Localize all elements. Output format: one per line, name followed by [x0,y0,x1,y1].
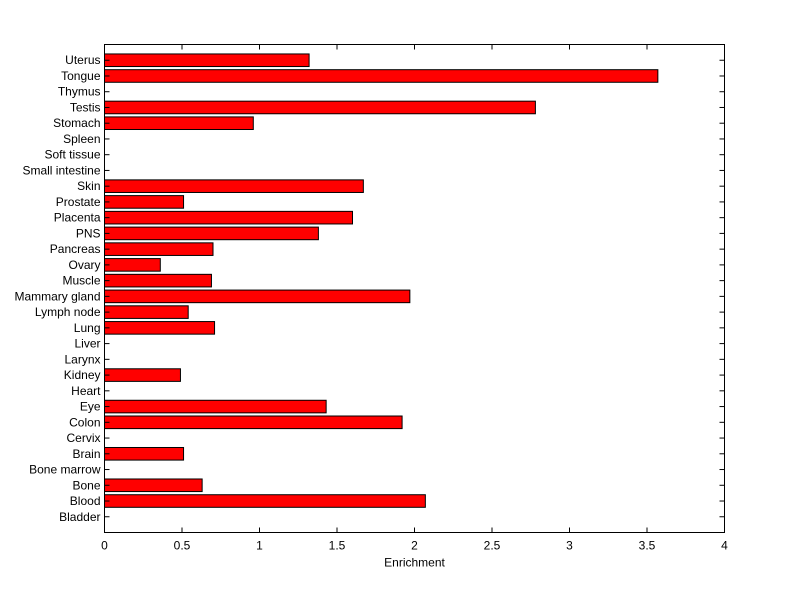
category-label-bone: Bone [72,478,100,492]
bar-pancreas [104,242,214,256]
category-label-eye: Eye [80,400,101,414]
bar-placenta [104,210,353,225]
category-label-cervix: Cervix [66,431,100,445]
bar-prostate [104,195,185,209]
category-label-placenta: Placenta [54,211,101,225]
bar-tongue [104,69,659,83]
category-label-larynx: Larynx [64,352,100,366]
category-label-liver: Liver [74,337,100,351]
bar-testis [104,100,536,115]
bar-colon [104,415,403,430]
category-label-colon: Colon [69,415,100,429]
bar-brain [104,446,185,461]
x-tick-label-6: 3 [566,539,573,553]
category-label-bladder: Bladder [59,510,100,524]
bar-kidney [104,368,181,382]
category-label-tongue: Tongue [61,69,101,83]
x-tick-labels-group: 0 0.5 1 1.5 2 2.5 3 3.5 4 [101,539,728,553]
category-label-soft-tissue: Soft tissue [44,148,100,162]
bar-stomach [104,116,254,131]
category-label-uterus: Uterus [65,53,100,67]
bar-skin [104,179,364,193]
category-label-heart: Heart [71,384,101,398]
category-label-skin: Skin [77,179,100,193]
category-label-testis: Testis [70,100,101,114]
category-label-spleen: Spleen [63,132,100,146]
category-label-ovary: Ovary [68,258,100,272]
category-label-lymph-node: Lymph node [35,305,101,319]
bar-ovary [104,258,161,272]
x-tick-label-4: 2 [411,539,418,553]
category-label-pns: PNS [76,226,101,240]
category-label-lung: Lung [74,321,101,335]
category-label-pancreas: Pancreas [50,242,101,256]
x-tick-label-5: 2.5 [484,539,501,553]
category-label-stomach: Stomach [53,116,100,130]
category-label-blood: Blood [70,494,101,508]
bar-pns [104,226,319,241]
x-tick-label-3: 1.5 [329,539,346,553]
category-label-thymus: Thymus [58,85,101,99]
x-axis-label: Enrichment [384,556,445,570]
category-label-muscle: Muscle [62,274,100,288]
category-label-prostate: Prostate [56,195,101,209]
category-label-brain: Brain [72,447,100,461]
bar-lymph-node [104,305,189,319]
x-tick-label-7: 3.5 [639,539,656,553]
bar-bone [104,478,203,493]
axes-frame [104,44,725,533]
category-label-bone-marrow: Bone marrow [29,463,101,477]
bar-mammary-gland [104,289,411,304]
x-tick-label-2: 1 [256,539,263,553]
x-tick-label-8: 4 [721,539,728,553]
bar-muscle [104,273,212,288]
bar-lung [104,321,216,335]
x-tick-label-0: 0 [101,539,108,553]
x-tick-label-1: 0.5 [174,539,191,553]
category-label-kidney: Kidney [64,368,101,382]
bar-blood [104,494,426,508]
category-label-small-intestine: Small intestine [22,163,100,177]
bar-eye [104,399,327,414]
category-label-mammary-gland: Mammary gland [14,289,100,303]
bar-uterus [104,53,310,68]
